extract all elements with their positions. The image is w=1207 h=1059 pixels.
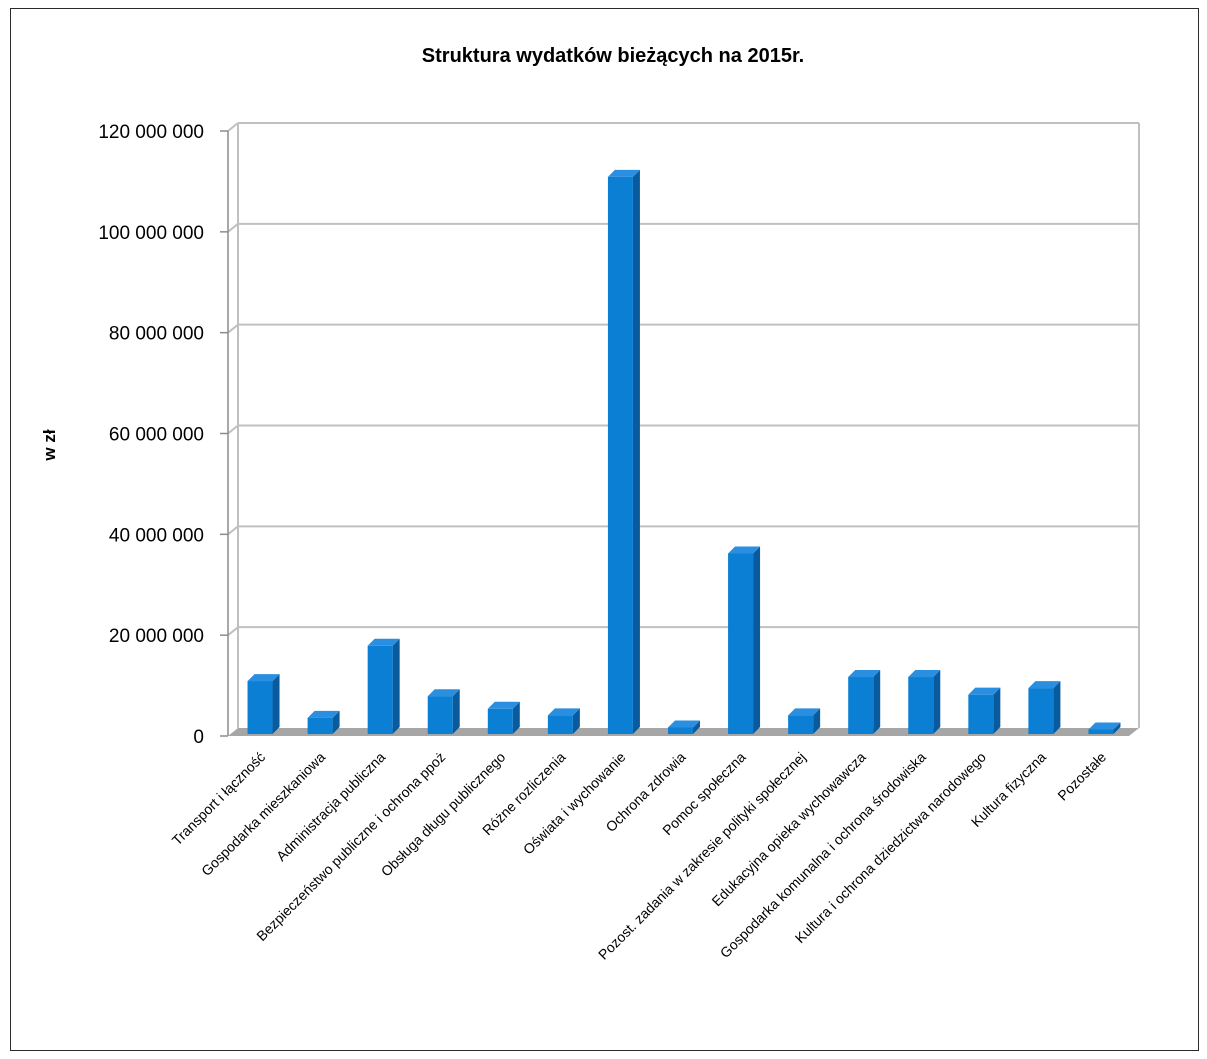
bar (908, 670, 941, 734)
y-tick-labels: 0 20 000 000 40 000 000 60 000 000 80 000 00… (98, 122, 204, 748)
chart-title: Struktura wydatków bieżących na 2015r. (422, 45, 804, 67)
y-tick-label: 40 000 000 (109, 525, 204, 546)
bar-top (607, 169, 640, 177)
y-tick-label: 20 000 000 (109, 626, 204, 647)
bar-side (272, 674, 280, 734)
bar (427, 689, 460, 734)
y-tick-label: 80 000 000 (109, 324, 204, 345)
bar-side (512, 701, 520, 734)
y-axis-label: w zł (40, 429, 59, 461)
bar-front (1088, 729, 1114, 734)
bar (607, 169, 640, 735)
bar-side (813, 708, 821, 734)
bar-front (487, 708, 513, 734)
bar-front (1028, 688, 1054, 734)
bar-front (968, 694, 994, 734)
x-tick-label: Pozost. zadania w zakresie polityki społ… (595, 749, 809, 963)
bar-front (367, 645, 393, 734)
bar-front (848, 677, 874, 734)
gridline-depth (227, 323, 239, 334)
bar-top (668, 720, 700, 728)
bar-front (607, 176, 633, 735)
bar (1028, 681, 1061, 734)
x-tick-label: Obsługa długu publicznego (378, 749, 509, 880)
gridline-depth (227, 424, 239, 435)
bar-front (307, 717, 333, 734)
bar-top (908, 670, 941, 678)
bar (247, 674, 280, 734)
bar (487, 701, 520, 734)
bar-top (1088, 722, 1121, 730)
y-tick-label: 100 000 000 (98, 223, 204, 244)
bar-side (1053, 681, 1061, 734)
bar-top (728, 546, 761, 554)
bar-front (427, 696, 453, 734)
bar-side (993, 687, 1001, 734)
x-tick-label: Administracja publiczna (273, 749, 388, 864)
x-tick-label: Pozostałe (1054, 749, 1109, 804)
y-tick-label: 0 (193, 727, 204, 748)
bar-front (547, 715, 573, 734)
bar-top (788, 708, 821, 716)
bar (668, 720, 700, 734)
gridline-depth (227, 626, 239, 636)
grid-layer (220, 122, 1140, 737)
gridline-depth (227, 122, 239, 132)
bar-side (873, 670, 881, 734)
x-tick-label: Oświata i wychowanie (520, 749, 629, 858)
bar-side (572, 708, 580, 734)
bar-side (632, 169, 640, 735)
bar-side (753, 546, 761, 734)
bar-top (968, 687, 1001, 695)
gridline-depth (227, 525, 239, 536)
bar-front (908, 677, 934, 734)
y-tick-label: 120 000 000 (98, 122, 204, 143)
bar-top (427, 689, 460, 697)
x-tick-label: Gospodarka komunalna i ochrona środowisk… (717, 749, 929, 961)
bar (788, 708, 821, 734)
gridline-depth (227, 223, 239, 233)
bar-top (547, 708, 580, 716)
bar (367, 638, 400, 734)
bar-top (247, 674, 280, 682)
bars-layer (247, 169, 1121, 735)
bar-side (392, 638, 400, 734)
bar-top (367, 638, 400, 646)
bar-side (693, 720, 700, 734)
y-tick-label: 60 000 000 (109, 425, 204, 446)
bar-side (933, 670, 941, 734)
bar-side (1113, 722, 1121, 734)
bar-front (788, 715, 814, 734)
bar (968, 687, 1001, 734)
bar-top (1028, 681, 1061, 689)
x-tick-label: Gospodarka mieszkaniowa (198, 749, 328, 879)
chart-svg: 0 20 000 000 40 000 000 60 000 000 80 000 00… (40, 45, 1140, 963)
bar-side (452, 689, 460, 734)
bar-top (307, 710, 340, 718)
bar (848, 670, 881, 734)
bar-front (247, 681, 273, 734)
bar-front (728, 553, 754, 734)
bar (547, 708, 580, 734)
bar (728, 546, 761, 734)
chart-frame: 0 20 000 000 40 000 000 60 000 000 80 000 00… (10, 8, 1199, 1051)
bar (307, 710, 340, 734)
bar-front (668, 727, 693, 734)
bar (1088, 722, 1121, 734)
bar-top (848, 670, 881, 678)
bar-side (332, 710, 340, 734)
bar-top (487, 701, 520, 709)
